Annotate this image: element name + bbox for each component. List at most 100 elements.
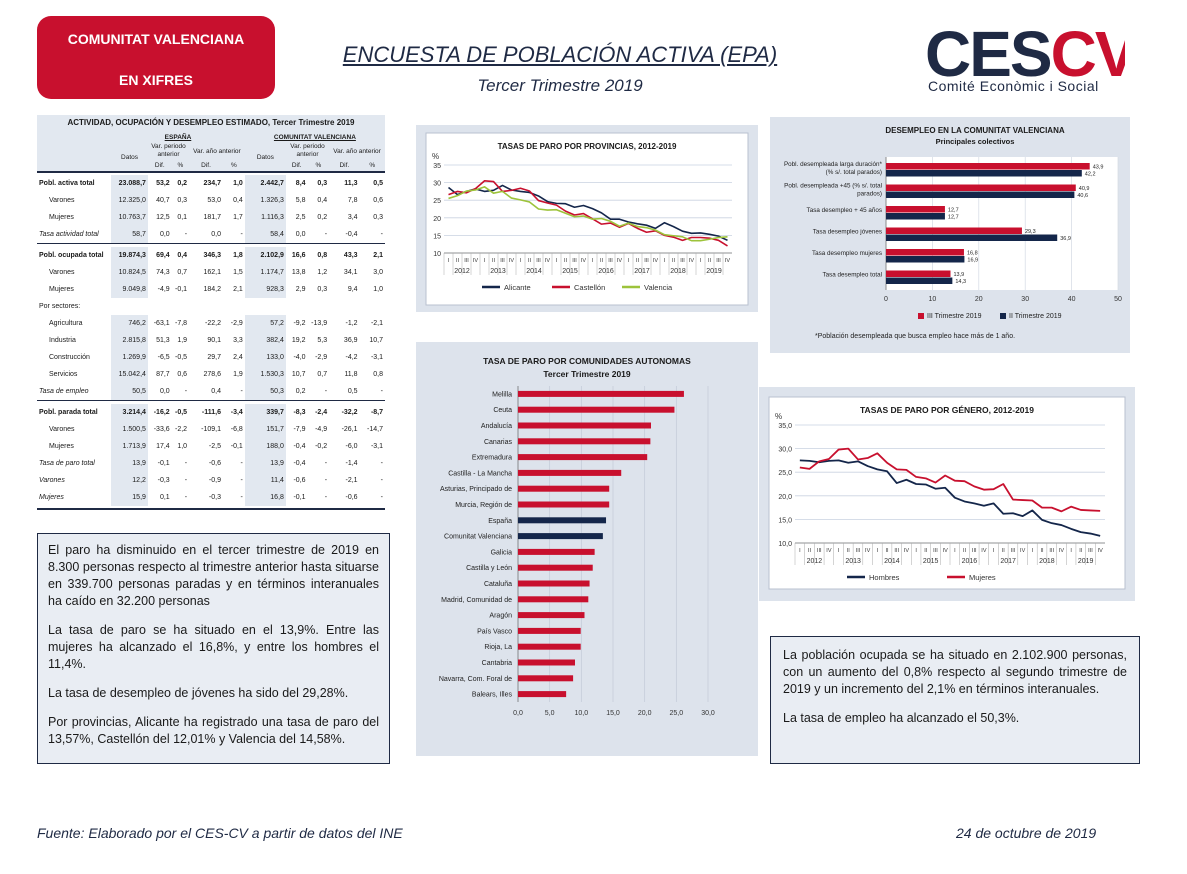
category-label: Melilla xyxy=(492,391,512,398)
logo-text: CESCV xyxy=(925,18,1125,90)
row-value: -0,1 xyxy=(174,286,188,293)
x-quarter-label: I xyxy=(592,258,594,264)
bar xyxy=(518,596,589,603)
row-value: -1,2 xyxy=(345,320,358,327)
x-quarter-label: I xyxy=(520,258,522,264)
row-value: 1,9 xyxy=(177,337,188,344)
row-value: 2.102,9 xyxy=(244,247,286,264)
y-tick-label: 20 xyxy=(433,216,441,223)
row-value: - xyxy=(240,231,243,238)
row-value: 57,2 xyxy=(244,315,286,332)
bar-value-label: 16,8 xyxy=(967,251,978,257)
bar-value-label: 14,3 xyxy=(955,279,966,285)
x-year-label: 2013 xyxy=(490,268,506,275)
category-label: Navarra, Com. Foral de xyxy=(439,676,512,683)
bar xyxy=(886,184,1076,191)
row-value: -0,6 xyxy=(208,460,221,467)
row-value: 10.824,5 xyxy=(111,264,148,281)
row-value: 0,3 xyxy=(373,214,383,221)
row-label: Pobl. activa total xyxy=(39,180,95,187)
row-value: 184,2 xyxy=(203,286,221,293)
y-tick-label: 20,0 xyxy=(778,494,792,501)
x-year-label: 2012 xyxy=(454,268,470,275)
row-value: -2,9 xyxy=(230,320,243,327)
x-quarter-label: I xyxy=(915,548,917,554)
row-value: 0,1 xyxy=(177,214,188,221)
row-value: - xyxy=(380,231,383,238)
bar xyxy=(518,659,575,666)
x-year-label: 2016 xyxy=(598,268,614,275)
row-value: 0,0 xyxy=(295,231,306,238)
row-value: 12.325,0 xyxy=(111,192,148,209)
bar xyxy=(886,227,1022,234)
table-row: Mujeres 15,9 0,1- -0,3-16,8 -0,1- -0,6- xyxy=(37,489,385,506)
row-value: -0,6 xyxy=(345,494,358,501)
x-tick-label: 30 xyxy=(1021,296,1029,303)
bar-value-label: 43,9 xyxy=(1093,165,1104,171)
category-label: España xyxy=(488,518,512,525)
row-value: 15,9 xyxy=(111,489,148,506)
x-quarter-label: IV xyxy=(473,258,479,264)
row-value: - xyxy=(240,460,243,467)
category-label: Asturias, Principado de xyxy=(440,486,512,493)
row-value: 0,6 xyxy=(373,197,383,204)
bar-value-label: 40,9 xyxy=(1079,186,1090,192)
bar xyxy=(518,533,603,540)
table-row: Mujeres 10.763,7 12,5 0,1 181,7 1,7 1.116,3 2,5… xyxy=(37,209,385,226)
row-value: 51,3 xyxy=(156,337,170,344)
table-row: Varones 1.500,5 -33,6 -2,2 -109,1 -6,8 151,7 -7… xyxy=(37,421,385,438)
table-row: Mujeres 9.049,8 -4,9 -0,1 184,2 2,1 928,3 2,9 0,… xyxy=(37,281,385,298)
row-value: 0,1 xyxy=(159,494,170,501)
employment-paragraph-2: La tasa de empleo ha alcanzado el 50,3%. xyxy=(783,711,1020,725)
x-year-label: 2017 xyxy=(1000,558,1016,565)
row-value: 10,7 xyxy=(369,337,383,344)
x-quarter-label: IV xyxy=(617,258,623,264)
header-pct: % xyxy=(171,159,190,172)
row-value: 12,5 xyxy=(156,214,170,221)
x-quarter-label: II xyxy=(1079,548,1083,554)
provinces-chart: TASAS DE PARO POR PROVINCIAS, 2012-2019%… xyxy=(425,132,749,306)
row-label: Tasa actividad total xyxy=(39,231,99,238)
category-label: Murcia, Región de xyxy=(455,502,512,509)
x-quarter-label: IV xyxy=(689,258,695,264)
bar xyxy=(518,517,607,524)
summary-paragraph-3: La tasa de desempleo de jóvenes ha sido … xyxy=(48,686,349,700)
x-tick-label: 40 xyxy=(1068,296,1076,303)
row-value: 10,7 xyxy=(291,371,306,378)
x-quarter-label: III xyxy=(464,258,469,264)
x-tick-label: 0 xyxy=(884,296,888,303)
table-rule-row xyxy=(37,171,385,175)
row-value: 69,4 xyxy=(156,252,170,259)
row-value: -0,4 xyxy=(293,443,306,450)
row-value: -0,9 xyxy=(208,477,221,484)
row-label: Industria xyxy=(49,337,76,344)
bar xyxy=(518,390,684,397)
x-year-label: 2013 xyxy=(845,558,861,565)
x-quarter-label: II xyxy=(600,258,604,264)
x-tick-label: 10,0 xyxy=(575,710,589,717)
category-label: Tasa desempleo + 45 años xyxy=(807,207,882,214)
row-value: 2,9 xyxy=(295,286,306,293)
row-value: 3.214,4 xyxy=(111,404,148,421)
x-quarter-label: II xyxy=(963,548,967,554)
employment-paragraph-1: La población ocupada se ha situado en 2.… xyxy=(783,648,1127,696)
row-value: -33,6 xyxy=(153,426,170,433)
row-value: 0,4 xyxy=(317,197,328,204)
chart-subtitle: Tercer Trimestre 2019 xyxy=(543,369,631,379)
y-tick-label: 10,0 xyxy=(778,541,792,548)
x-quarter-label: I xyxy=(628,258,630,264)
row-value: 3,4 xyxy=(347,214,358,221)
bar xyxy=(886,191,1075,198)
row-value: -13,9 xyxy=(311,320,328,327)
category-label: Aragón xyxy=(489,613,512,620)
bar xyxy=(518,564,593,571)
row-value: 58,4 xyxy=(244,226,286,244)
x-quarter-label: IV xyxy=(509,258,515,264)
x-quarter-label: III xyxy=(716,258,721,264)
provinces-chart-panel: TASAS DE PARO POR PROVINCIAS, 2012-2019%… xyxy=(416,125,758,312)
chart-title: TASAS DE PARO POR PROVINCIAS, 2012-2019 xyxy=(498,142,677,151)
y-axis-label: % xyxy=(432,152,439,161)
table-spacer-row xyxy=(37,400,385,404)
x-quarter-label: I xyxy=(448,258,450,264)
bar xyxy=(886,170,1082,177)
